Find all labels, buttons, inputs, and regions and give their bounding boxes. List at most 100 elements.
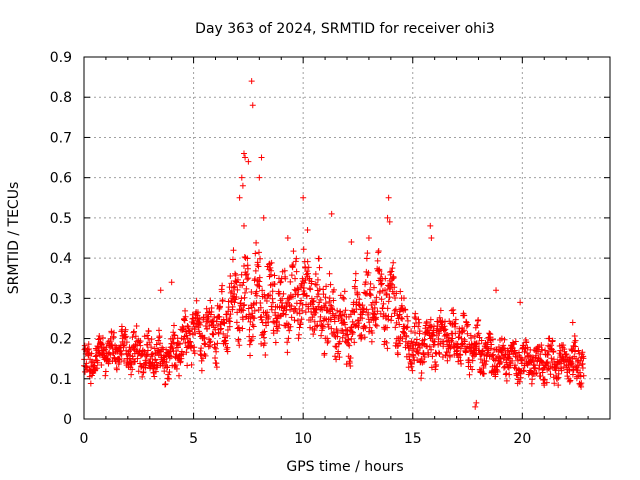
data-point (436, 314, 443, 321)
data-point (478, 337, 485, 344)
data-point (348, 239, 355, 246)
data-point (98, 362, 105, 369)
data-point (229, 303, 236, 310)
data-point (274, 327, 281, 334)
data-point (469, 357, 476, 364)
data-point (457, 351, 464, 358)
data-point (305, 305, 312, 312)
data-point (340, 295, 347, 302)
data-point (575, 347, 582, 354)
data-point (285, 335, 292, 342)
data-point (397, 340, 404, 347)
data-point (291, 305, 298, 312)
data-point (404, 313, 411, 320)
data-point (487, 331, 494, 338)
data-point (410, 354, 417, 361)
data-point (170, 339, 177, 346)
data-point (465, 356, 472, 363)
data-point (543, 379, 550, 386)
data-point (252, 276, 259, 283)
data-point (414, 349, 421, 356)
data-point (462, 349, 469, 356)
data-point (213, 348, 220, 355)
data-point (468, 335, 475, 342)
data-point (333, 344, 340, 351)
data-point (553, 364, 560, 371)
data-point (480, 370, 487, 377)
data-point (383, 290, 390, 297)
data-point (294, 285, 301, 292)
data-point (274, 325, 281, 332)
data-point (228, 280, 235, 287)
data-point (428, 346, 435, 353)
data-point (444, 332, 451, 339)
data-point (214, 340, 221, 347)
data-point (332, 343, 339, 350)
data-point (335, 348, 342, 355)
data-point (268, 306, 275, 313)
data-point (572, 348, 579, 355)
data-point (210, 321, 217, 328)
data-point (137, 360, 144, 367)
data-point (494, 368, 501, 375)
data-point (375, 267, 382, 274)
data-point (569, 371, 576, 378)
data-point (162, 381, 169, 388)
data-point (122, 333, 129, 340)
data-point (538, 358, 545, 365)
data-point (551, 380, 558, 387)
data-point (144, 332, 151, 339)
data-point (364, 250, 371, 257)
data-point (577, 369, 584, 376)
data-point (432, 359, 439, 365)
data-point (548, 342, 555, 349)
data-point (322, 294, 329, 301)
data-point (461, 338, 468, 345)
data-point (326, 270, 333, 277)
data-point (98, 340, 105, 347)
data-point (129, 366, 136, 373)
data-point (327, 281, 334, 288)
data-point (190, 320, 197, 327)
data-point (219, 282, 226, 289)
data-point (316, 285, 323, 292)
data-point (218, 325, 225, 332)
data-point (417, 345, 424, 352)
data-point (395, 337, 402, 344)
data-point (255, 249, 262, 256)
data-point (332, 353, 339, 360)
data-point (134, 355, 141, 362)
data-point (319, 323, 326, 330)
data-point (122, 334, 129, 341)
data-point (496, 360, 503, 367)
data-point (145, 335, 152, 342)
data-point (224, 327, 231, 334)
data-point (146, 339, 153, 346)
data-point (92, 353, 99, 360)
data-point (464, 321, 471, 328)
data-point (244, 255, 251, 262)
data-point (547, 371, 554, 378)
data-point (326, 298, 333, 305)
data-point (363, 306, 370, 313)
data-point (247, 337, 254, 344)
data-point (96, 335, 103, 342)
data-point (182, 339, 189, 346)
data-point (353, 306, 360, 313)
data-point (433, 361, 440, 368)
data-point (157, 287, 164, 294)
data-point (256, 283, 263, 290)
data-point (184, 322, 191, 329)
data-point (240, 279, 247, 286)
data-point (150, 361, 157, 368)
data-point (393, 290, 400, 297)
data-point (564, 373, 571, 380)
data-point (235, 324, 242, 331)
data-point (444, 349, 451, 356)
data-point (355, 320, 362, 327)
data-point (164, 364, 171, 371)
data-point (450, 310, 457, 317)
x-tick-label: 15 (404, 431, 422, 447)
data-point (493, 287, 500, 294)
data-point (421, 353, 428, 360)
